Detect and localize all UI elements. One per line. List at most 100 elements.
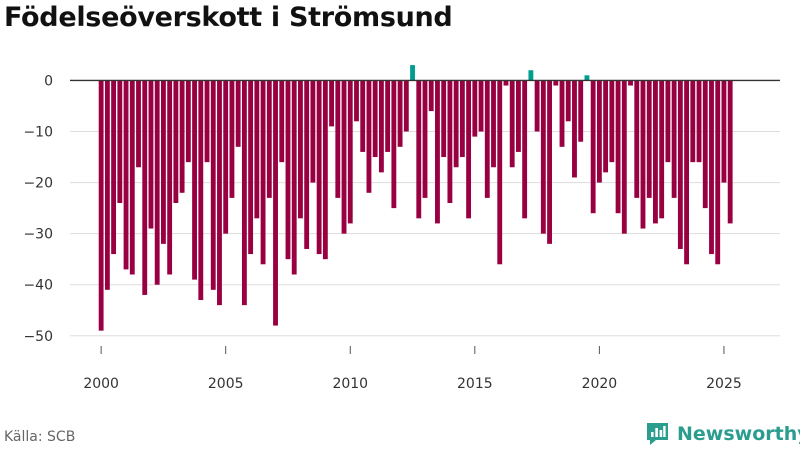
bar	[241, 80, 247, 306]
bar	[603, 80, 609, 173]
bar	[572, 80, 577, 178]
bar	[472, 80, 478, 137]
x-tick-label: 2005	[208, 376, 244, 392]
bar	[484, 80, 490, 198]
bar	[248, 80, 254, 255]
bar	[702, 80, 708, 209]
bar	[665, 80, 671, 163]
bar	[578, 80, 584, 142]
bar	[509, 80, 515, 168]
bar	[609, 80, 615, 163]
bar	[391, 80, 397, 209]
bar	[185, 80, 191, 163]
y-tick-label: −30	[23, 227, 53, 243]
bar	[210, 80, 216, 290]
bar	[491, 80, 496, 168]
newsworthy-logo[interactable]: Newsworthy	[645, 421, 800, 447]
bar	[628, 80, 633, 86]
bar	[129, 80, 135, 275]
y-tick-label: −20	[23, 176, 53, 192]
bar	[646, 80, 652, 198]
x-tick-label: 2025	[706, 376, 742, 392]
bar	[441, 80, 447, 158]
newsworthy-logo-icon	[647, 423, 668, 445]
x-tick-label: 2015	[457, 376, 493, 392]
bar	[148, 80, 154, 229]
bar	[316, 80, 322, 255]
bar	[615, 80, 621, 214]
bar	[98, 80, 104, 331]
bar	[435, 80, 440, 224]
bar	[397, 80, 403, 147]
bar	[584, 75, 590, 81]
bar	[217, 80, 222, 306]
y-tick-label: −50	[23, 329, 53, 345]
bar	[198, 80, 204, 301]
bar	[653, 80, 658, 224]
bar	[322, 80, 328, 260]
bar	[366, 80, 372, 193]
bar	[677, 80, 683, 249]
bar	[634, 80, 640, 198]
bar	[447, 80, 453, 203]
bar	[329, 80, 335, 127]
bar	[266, 80, 272, 198]
bar	[167, 80, 173, 275]
bar	[285, 80, 291, 260]
chart-title: Födelseöverskott i Strömsund	[4, 2, 453, 33]
bar	[565, 80, 571, 122]
bar	[559, 80, 565, 147]
bar	[721, 80, 727, 183]
bar	[192, 80, 197, 280]
bar	[123, 80, 129, 270]
bar	[522, 80, 528, 219]
x-tick-label: 2010	[332, 376, 368, 392]
bar	[422, 80, 428, 198]
bar	[335, 80, 341, 198]
source-label: Källa: SCB	[4, 429, 76, 445]
bar	[117, 80, 123, 203]
bar	[154, 80, 160, 285]
bar	[173, 80, 179, 203]
bar	[540, 80, 546, 234]
bar	[372, 80, 378, 158]
bar	[229, 80, 235, 198]
bar	[416, 80, 422, 219]
bar	[354, 80, 359, 122]
bar	[298, 80, 303, 219]
bar	[204, 80, 210, 163]
bar	[696, 80, 702, 163]
bar	[260, 80, 266, 265]
bar	[304, 80, 310, 249]
bar	[453, 80, 459, 168]
bar	[223, 80, 229, 234]
bar	[621, 80, 627, 234]
bar	[727, 80, 733, 224]
bar	[254, 80, 260, 219]
bar	[590, 80, 596, 214]
bar	[659, 80, 665, 219]
bar	[528, 70, 534, 81]
bar	[360, 80, 366, 152]
bar	[547, 80, 552, 244]
bar	[640, 80, 646, 229]
bar	[709, 80, 714, 255]
bar	[410, 65, 415, 81]
bar	[534, 80, 540, 132]
bar	[160, 80, 166, 244]
bar	[428, 80, 434, 112]
bar	[111, 80, 117, 255]
bar	[497, 80, 503, 265]
bar	[378, 80, 384, 173]
bar	[385, 80, 391, 152]
brand-name: Newsworthy	[677, 423, 800, 445]
bar	[142, 80, 148, 295]
bar	[310, 80, 316, 183]
y-tick-label: −10	[23, 125, 53, 141]
x-tick-label: 2020	[582, 376, 618, 392]
bar	[459, 80, 465, 158]
bar	[553, 80, 559, 86]
bar	[403, 80, 409, 132]
bar	[466, 80, 472, 219]
